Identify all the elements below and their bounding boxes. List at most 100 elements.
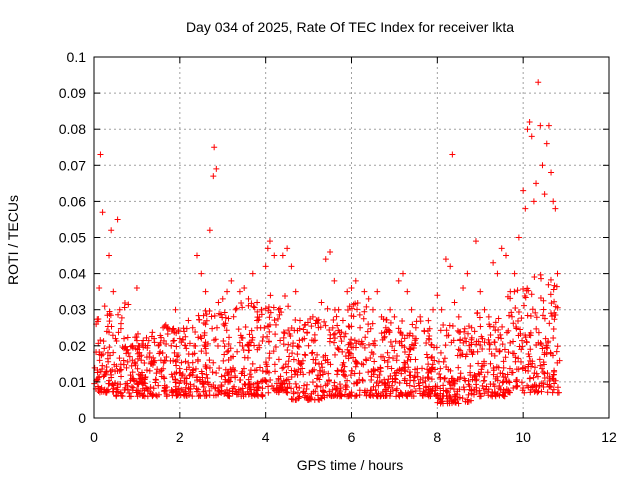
data-point	[254, 308, 261, 315]
data-point	[540, 297, 547, 304]
data-point	[275, 389, 282, 396]
data-point	[208, 313, 215, 320]
data-point	[140, 392, 147, 399]
data-point	[101, 372, 108, 379]
data-point	[195, 312, 202, 319]
data-point	[365, 295, 372, 302]
data-point	[181, 392, 188, 399]
data-point	[363, 303, 370, 310]
data-point	[203, 371, 210, 378]
data-point	[322, 322, 329, 329]
data-point	[483, 386, 490, 393]
data-point	[336, 329, 343, 336]
data-point	[149, 329, 156, 336]
data-point	[276, 305, 283, 312]
data-point	[178, 359, 185, 366]
data-point	[213, 165, 220, 172]
data-point	[550, 386, 557, 393]
data-point	[95, 374, 102, 381]
data-point	[294, 351, 301, 358]
data-point	[465, 330, 472, 337]
data-point	[487, 332, 494, 339]
data-point	[515, 366, 522, 373]
data-point	[177, 391, 184, 398]
data-point	[517, 330, 524, 337]
data-point	[449, 323, 456, 330]
data-point	[399, 318, 406, 325]
data-point	[403, 380, 410, 387]
data-point	[495, 364, 502, 371]
data-point	[515, 309, 522, 316]
data-point	[227, 345, 234, 352]
data-point	[347, 372, 354, 379]
data-point	[99, 362, 106, 369]
data-point	[411, 337, 418, 344]
data-point	[512, 305, 519, 312]
data-point	[507, 288, 514, 295]
data-point	[322, 352, 329, 359]
data-point	[554, 384, 561, 391]
data-point	[491, 352, 498, 359]
data-point	[113, 363, 120, 370]
data-point	[510, 385, 517, 392]
data-point	[551, 298, 558, 305]
data-point	[431, 357, 438, 364]
data-point	[329, 324, 336, 331]
data-point	[221, 343, 228, 350]
data-point	[517, 358, 524, 365]
data-point	[147, 384, 154, 391]
data-point	[106, 318, 113, 325]
x-tick-label: 6	[348, 429, 356, 445]
data-point	[110, 288, 117, 295]
data-point	[392, 376, 399, 383]
data-point	[259, 391, 266, 398]
data-point	[251, 304, 258, 311]
data-point	[261, 324, 268, 331]
data-point	[465, 377, 472, 384]
data-point	[128, 375, 135, 382]
data-point	[121, 335, 128, 342]
data-point	[230, 313, 237, 320]
data-point	[138, 379, 145, 386]
data-point	[539, 345, 546, 352]
data-point	[248, 390, 255, 397]
data-point	[554, 304, 561, 311]
data-point	[183, 345, 190, 352]
data-point	[508, 309, 515, 316]
data-point	[163, 391, 170, 398]
data-point	[317, 372, 324, 379]
data-point	[240, 390, 247, 397]
data-point	[475, 360, 482, 367]
data-point	[232, 306, 239, 313]
data-point	[300, 388, 307, 395]
data-point	[272, 344, 279, 351]
data-point	[460, 339, 467, 346]
data-point	[107, 352, 114, 359]
x-tick-label: 4	[262, 429, 270, 445]
data-point	[292, 371, 299, 378]
data-point	[305, 342, 312, 349]
data-point	[181, 378, 188, 385]
data-point	[334, 368, 341, 375]
data-point	[428, 376, 435, 383]
data-point	[550, 198, 557, 205]
data-point	[288, 367, 295, 374]
data-point	[395, 325, 402, 332]
data-point	[122, 384, 129, 391]
data-point	[337, 333, 344, 340]
data-point	[96, 357, 103, 364]
data-point	[314, 392, 321, 399]
data-point	[452, 399, 459, 406]
data-point	[387, 372, 394, 379]
data-point	[245, 391, 252, 398]
data-point	[402, 360, 409, 367]
data-point	[277, 382, 284, 389]
data-point	[168, 342, 175, 349]
x-tick-label: 8	[433, 429, 441, 445]
data-point	[361, 308, 368, 315]
data-point	[118, 373, 125, 380]
data-point	[527, 346, 534, 353]
data-point	[387, 319, 394, 326]
data-point	[449, 151, 456, 158]
data-point	[197, 333, 204, 340]
